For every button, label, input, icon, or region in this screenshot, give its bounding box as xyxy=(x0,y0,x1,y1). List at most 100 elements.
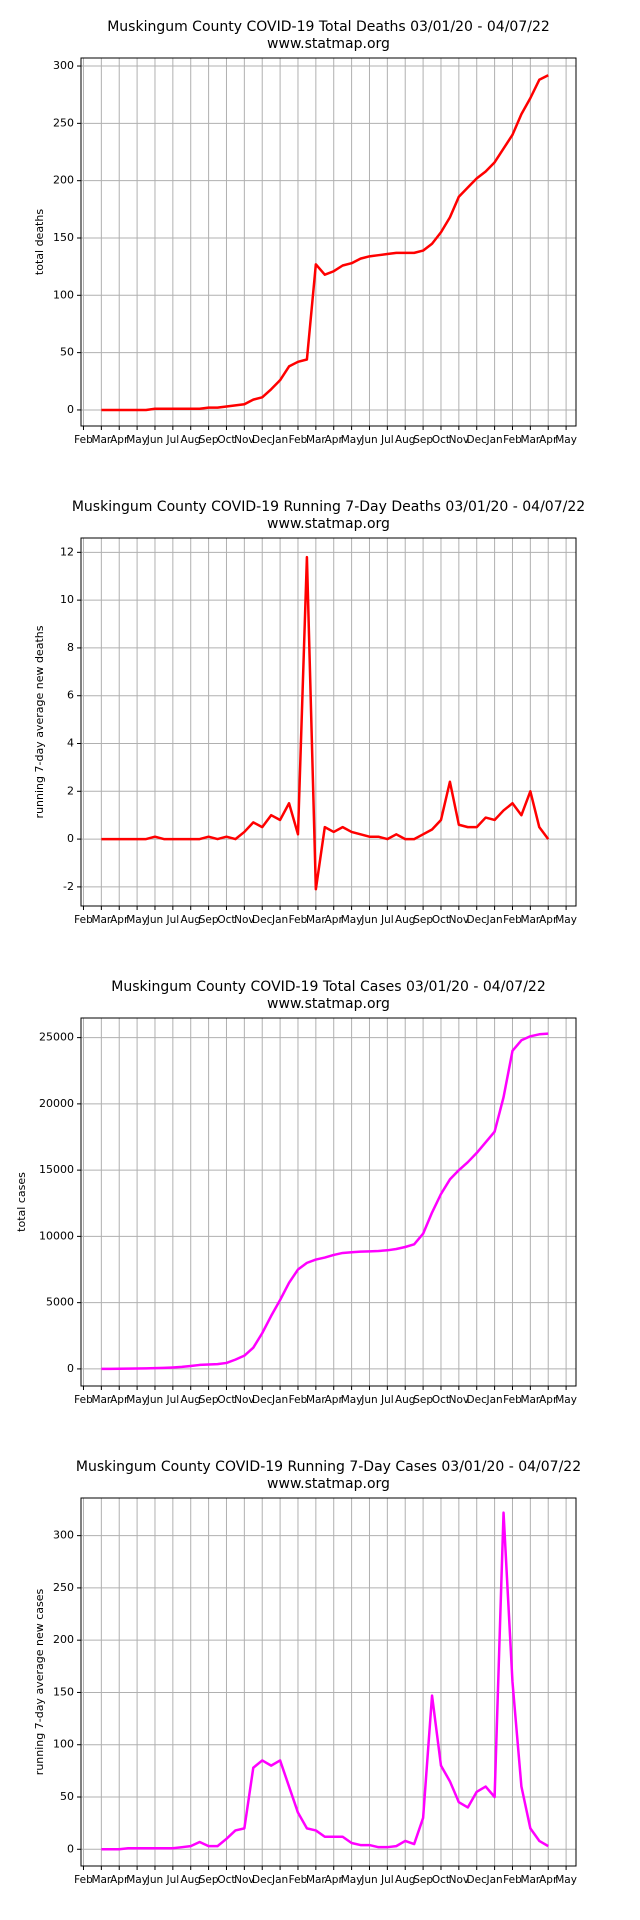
x-tick-label: Jan xyxy=(271,914,288,926)
x-tick-label: Nov xyxy=(449,1394,470,1406)
x-tick-label: Jan xyxy=(271,1394,288,1406)
data-line xyxy=(101,1511,549,1851)
y-tick-label: 4 xyxy=(67,737,74,750)
y-tick-label: 300 xyxy=(53,1529,74,1542)
y-tick-label: 0 xyxy=(67,1842,74,1855)
x-tick-label: Mar xyxy=(91,1394,111,1406)
x-tick-label: Sep xyxy=(413,914,433,926)
y-tick-label: 150 xyxy=(53,231,74,244)
x-tick-label: May xyxy=(341,434,363,446)
x-tick-label: May xyxy=(126,434,148,446)
chart-title: Muskingum County COVID-19 Total Deaths 0… xyxy=(107,19,550,35)
x-tick-label: Sep xyxy=(199,434,219,446)
x-tick-label: Oct xyxy=(217,1394,235,1406)
x-tick-label: Jul xyxy=(166,914,180,926)
y-tick-label: 200 xyxy=(53,1633,74,1646)
x-tick-label: Apr xyxy=(539,1874,558,1886)
x-tick-label: Nov xyxy=(449,914,470,926)
x-tick-label: Jul xyxy=(166,1874,180,1886)
y-tick-label: 100 xyxy=(53,288,74,301)
x-tick-label: Apr xyxy=(110,434,129,446)
plot-frame xyxy=(80,1017,577,1387)
x-tick-label: Jun xyxy=(360,1874,377,1886)
x-tick-label: Sep xyxy=(199,914,219,926)
x-tick-label: Apr xyxy=(539,1394,558,1406)
chart-subtitle: www.statmap.org xyxy=(267,36,390,52)
y-tick-label: 12 xyxy=(60,545,74,558)
x-tick-label: Aug xyxy=(180,434,201,446)
plot-frame xyxy=(80,1497,577,1867)
x-tick-label: Jan xyxy=(271,1874,288,1886)
y-tick-label: 0 xyxy=(67,403,74,416)
x-tick-label: Oct xyxy=(432,1874,450,1886)
y-axis-label: total deaths xyxy=(33,209,46,275)
x-tick-label: Nov xyxy=(234,1394,255,1406)
x-tick-label: Jul xyxy=(380,434,394,446)
x-tick-label: Mar xyxy=(306,914,326,926)
x-tick-label: Oct xyxy=(432,914,450,926)
chart-subtitle: www.statmap.org xyxy=(267,1476,390,1492)
x-tick-label: Aug xyxy=(395,1874,416,1886)
x-tick-label: Aug xyxy=(180,914,201,926)
x-tick-label: Jun xyxy=(146,434,163,446)
x-tick-label: Jan xyxy=(486,434,503,446)
x-tick-label: Dec xyxy=(467,434,488,446)
y-tick-label: 10000 xyxy=(39,1229,74,1242)
x-tick-label: Apr xyxy=(110,1394,129,1406)
chart-subtitle: www.statmap.org xyxy=(267,516,390,532)
x-tick-label: Nov xyxy=(449,1874,470,1886)
x-tick-label: May xyxy=(341,914,363,926)
x-tick-label: Aug xyxy=(180,1394,201,1406)
y-axis-label: running 7-day average new deaths xyxy=(33,625,46,818)
chart-subtitle: www.statmap.org xyxy=(267,996,390,1012)
x-tick-label: May xyxy=(555,1874,577,1886)
plot-frame xyxy=(80,57,577,427)
x-tick-label: Apr xyxy=(325,434,344,446)
x-tick-label: Apr xyxy=(539,434,558,446)
x-tick-label: Oct xyxy=(432,1394,450,1406)
x-tick-label: May xyxy=(555,914,577,926)
x-tick-label: Jun xyxy=(146,914,163,926)
x-tick-label: Jul xyxy=(380,1874,394,1886)
x-tick-label: Mar xyxy=(520,1394,540,1406)
x-tick-label: Feb xyxy=(503,434,522,446)
x-tick-label: Feb xyxy=(289,914,308,926)
x-tick-label: Jan xyxy=(486,1394,503,1406)
chart-title: Muskingum County COVID-19 Total Cases 03… xyxy=(111,979,546,995)
x-tick-label: Oct xyxy=(217,1874,235,1886)
x-tick-label: Jul xyxy=(380,1394,394,1406)
x-tick-label: Jan xyxy=(486,1874,503,1886)
x-tick-label: Jun xyxy=(360,1394,377,1406)
x-tick-label: Mar xyxy=(306,434,326,446)
x-tick-label: Nov xyxy=(234,914,255,926)
x-tick-label: Mar xyxy=(306,1874,326,1886)
y-tick-label: -2 xyxy=(63,880,74,893)
x-tick-label: Oct xyxy=(217,434,235,446)
x-tick-label: Mar xyxy=(91,434,111,446)
x-tick-label: Mar xyxy=(91,1874,111,1886)
x-tick-label: Nov xyxy=(234,434,255,446)
x-tick-label: Aug xyxy=(395,1394,416,1406)
x-tick-label: Feb xyxy=(74,434,93,446)
x-tick-label: Nov xyxy=(234,1874,255,1886)
data-line xyxy=(101,74,549,412)
x-tick-label: Feb xyxy=(289,434,308,446)
x-tick-label: Aug xyxy=(395,434,416,446)
x-tick-label: Sep xyxy=(199,1394,219,1406)
x-tick-label: Feb xyxy=(289,1394,308,1406)
x-tick-label: Mar xyxy=(306,1394,326,1406)
x-tick-label: Apr xyxy=(539,914,558,926)
x-tick-label: Oct xyxy=(217,914,235,926)
x-tick-label: Dec xyxy=(467,1394,488,1406)
y-tick-label: 0 xyxy=(67,832,74,845)
y-tick-label: 8 xyxy=(67,641,74,654)
x-tick-label: Jul xyxy=(166,434,180,446)
x-tick-label: Sep xyxy=(413,1874,433,1886)
y-tick-label: 250 xyxy=(53,1581,74,1594)
y-tick-label: 25000 xyxy=(39,1031,74,1044)
x-tick-label: Feb xyxy=(74,1874,93,1886)
x-tick-label: Dec xyxy=(467,1874,488,1886)
x-tick-label: Dec xyxy=(252,434,273,446)
